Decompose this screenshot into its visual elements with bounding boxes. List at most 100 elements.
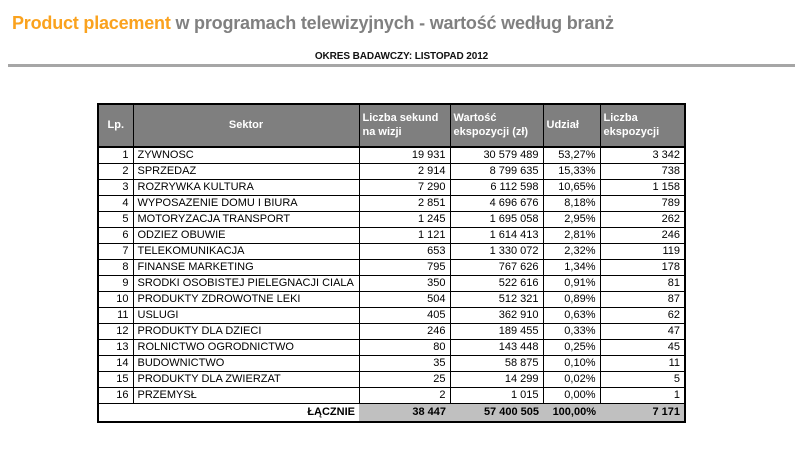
- column-header-sekundy: Liczba sekund na wizji: [358, 103, 451, 148]
- cell-wartosc: 1 614 413: [449, 227, 544, 244]
- table-row: 11 USLUGI 405 362 910 0,63% 62: [97, 307, 686, 324]
- horizontal-divider: [8, 64, 795, 67]
- cell-lp: 14: [97, 355, 134, 372]
- cell-udzial: 53,27%: [542, 146, 601, 164]
- cell-sekundy: 795: [358, 259, 451, 276]
- column-header-lp: Lp.: [97, 103, 134, 148]
- page-title-highlight: Product placement: [12, 13, 171, 33]
- cell-sektor: ROZRYWKA KULTURA: [132, 179, 360, 196]
- cell-lp: 8: [97, 259, 134, 276]
- table-row: 13 ROLNICTWO OGRODNICTWO 80 143 448 0,25% 45: [97, 339, 686, 356]
- cell-udzial: 2,32%: [542, 243, 601, 260]
- cell-sekundy: 7 290: [358, 179, 451, 196]
- cell-sektor: SRODKI OSOBISTEJ PIELEGNACJI CIALA: [132, 275, 360, 292]
- page-title-rest: w programach telewizyjnych - wartość wed…: [170, 13, 614, 33]
- cell-lp: 12: [97, 323, 134, 340]
- table-row: 1 ZYWNOSC 19 931 30 579 489 53,27% 3 342: [97, 146, 686, 164]
- table-row: 8 FINANSE MARKETING 795 767 626 1,34% 178: [97, 259, 686, 276]
- cell-sekundy: 405: [358, 307, 451, 324]
- table-row: 12 PRODUKTY DLA DZIECI 246 189 455 0,33% 47: [97, 323, 686, 340]
- cell-sekundy: 350: [358, 275, 451, 292]
- total-wartosc: 57 400 505: [450, 403, 543, 422]
- cell-sekundy: 1 121: [358, 227, 451, 244]
- table-header: Lp. Sektor Liczba sekund na wizji Wartoś…: [97, 103, 686, 148]
- cell-sektor: ZYWNOSC: [132, 146, 360, 164]
- cell-sektor: PRODUKTY DLA DZIECI: [132, 323, 360, 340]
- cell-sektor: PRODUKTY DLA ZWIERZAT: [132, 371, 360, 388]
- cell-udzial: 0,00%: [542, 387, 601, 404]
- total-udzial: 100,00%: [543, 403, 600, 422]
- sector-value-table: Lp. Sektor Liczba sekund na wizji Wartoś…: [97, 103, 686, 423]
- cell-sektor: TELEKOMUNIKACJA: [132, 243, 360, 260]
- cell-sekundy: 25: [358, 371, 451, 388]
- cell-sektor: PRODUKTY ZDROWOTNE LEKI: [132, 291, 360, 308]
- cell-sektor: MOTORYZACJA TRANSPORT: [132, 211, 360, 228]
- cell-ekspozycje: 1: [599, 387, 686, 404]
- cell-udzial: 0,89%: [542, 291, 601, 308]
- cell-sektor: FINANSE MARKETING: [132, 259, 360, 276]
- cell-sekundy: 1 245: [358, 211, 451, 228]
- cell-sektor: SPRZEDAZ: [132, 163, 360, 180]
- table-row: 15 PRODUKTY DLA ZWIERZAT 25 14 299 0,02% 5: [97, 371, 686, 388]
- table-row: 6 ODZIEZ OBUWIE 1 121 1 614 413 2,81% 246: [97, 227, 686, 244]
- cell-lp: 3: [97, 179, 134, 196]
- cell-udzial: 2,81%: [542, 227, 601, 244]
- cell-lp: 1: [97, 146, 134, 164]
- cell-udzial: 10,65%: [542, 179, 601, 196]
- column-header-wartosc: Wartość ekspozycji (zł): [449, 103, 544, 148]
- cell-udzial: 1,34%: [542, 259, 601, 276]
- cell-ekspozycje: 789: [599, 195, 686, 212]
- cell-ekspozycje: 47: [599, 323, 686, 340]
- cell-wartosc: 767 626: [449, 259, 544, 276]
- cell-sekundy: 2 914: [358, 163, 451, 180]
- research-period-label: OKRES BADAWCZY: LISTOPAD 2012: [314, 51, 489, 62]
- column-header-sektor: Sektor: [132, 103, 360, 148]
- cell-sekundy: 19 931: [358, 146, 451, 164]
- table-row: 16 PRZEMYSŁ 2 1 015 0,00% 1: [97, 387, 686, 404]
- cell-ekspozycje: 178: [599, 259, 686, 276]
- cell-lp: 11: [97, 307, 134, 324]
- cell-udzial: 0,10%: [542, 355, 601, 372]
- cell-lp: 5: [97, 211, 134, 228]
- cell-udzial: 15,33%: [542, 163, 601, 180]
- cell-ekspozycje: 119: [599, 243, 686, 260]
- cell-sektor: BUDOWNICTWO: [132, 355, 360, 372]
- cell-wartosc: 1 015: [449, 387, 544, 404]
- cell-ekspozycje: 11: [599, 355, 686, 372]
- table-row: 7 TELEKOMUNIKACJA 653 1 330 072 2,32% 119: [97, 243, 686, 260]
- table-row: 14 BUDOWNICTWO 35 58 875 0,10% 11: [97, 355, 686, 372]
- total-sekundy: 38 447: [359, 403, 450, 422]
- cell-sektor: ODZIEZ OBUWIE: [132, 227, 360, 244]
- cell-udzial: 8,18%: [542, 195, 601, 212]
- cell-ekspozycje: 62: [599, 307, 686, 324]
- cell-lp: 6: [97, 227, 134, 244]
- cell-lp: 4: [97, 195, 134, 212]
- cell-sektor: USLUGI: [132, 307, 360, 324]
- cell-sekundy: 35: [358, 355, 451, 372]
- column-header-ekspozycje: Liczba ekspozycji: [599, 103, 686, 148]
- cell-wartosc: 189 455: [449, 323, 544, 340]
- cell-ekspozycje: 262: [599, 211, 686, 228]
- cell-wartosc: 8 799 635: [449, 163, 544, 180]
- cell-lp: 10: [97, 291, 134, 308]
- cell-udzial: 0,02%: [542, 371, 601, 388]
- total-row: ŁĄCZNIE 38 447 57 400 505 100,00% 7 171: [98, 403, 685, 422]
- cell-sekundy: 504: [358, 291, 451, 308]
- table-footer: ŁĄCZNIE 38 447 57 400 505 100,00% 7 171: [98, 403, 685, 422]
- cell-udzial: 0,91%: [542, 275, 601, 292]
- cell-sekundy: 2 851: [358, 195, 451, 212]
- cell-sekundy: 653: [358, 243, 451, 260]
- cell-ekspozycje: 5: [599, 371, 686, 388]
- cell-lp: 7: [97, 243, 134, 260]
- cell-sektor: ROLNICTWO OGRODNICTWO: [132, 339, 360, 356]
- cell-sekundy: 246: [358, 323, 451, 340]
- cell-sektor: WYPOSAZENIE DOMU I BIURA: [132, 195, 360, 212]
- cell-sekundy: 2: [358, 387, 451, 404]
- cell-lp: 13: [97, 339, 134, 356]
- cell-ekspozycje: 3 342: [599, 146, 686, 164]
- cell-udzial: 0,25%: [542, 339, 601, 356]
- cell-wartosc: 522 616: [449, 275, 544, 292]
- cell-wartosc: 30 579 489: [449, 146, 544, 164]
- cell-lp: 2: [97, 163, 134, 180]
